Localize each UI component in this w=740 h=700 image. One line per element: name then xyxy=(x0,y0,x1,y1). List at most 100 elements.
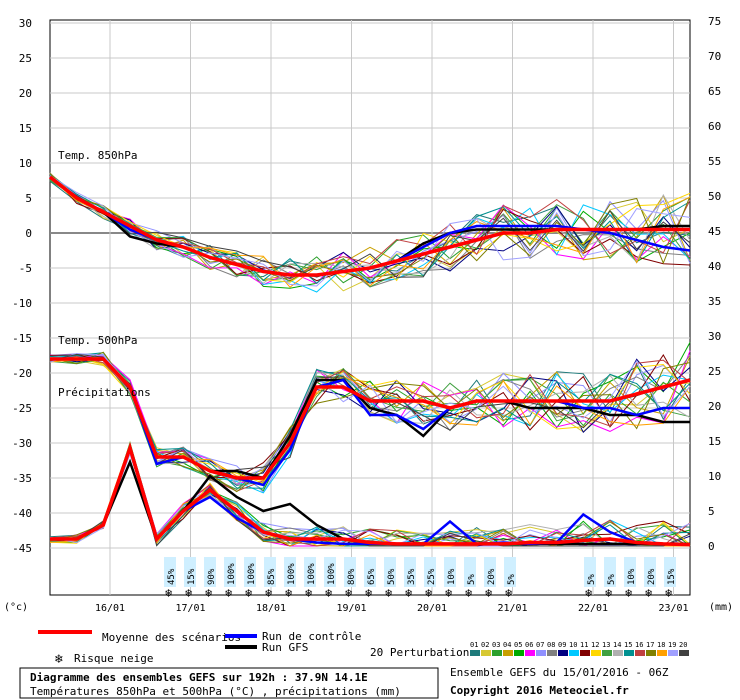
pert-swatch xyxy=(679,650,689,656)
pert-number: 09 xyxy=(558,641,566,649)
legend-pert-label: 20 Perturbations xyxy=(370,646,476,659)
snowflake-icon: ❄ xyxy=(585,586,592,600)
right-tick-label: 10 xyxy=(708,470,721,483)
pert-number: 18 xyxy=(657,641,665,649)
pert-swatch xyxy=(657,650,667,656)
snowflake-icon: ❄ xyxy=(245,586,252,600)
left-tick-label: -35 xyxy=(12,472,32,485)
snow-risk-bg xyxy=(264,557,276,587)
snow-risk-row: ❄45%❄15%❄90%❄100%❄100%❄85%❄100%❄100%❄100… xyxy=(164,557,677,600)
pert-number: 17 xyxy=(646,641,654,649)
snow-risk-label: 15% xyxy=(667,568,677,585)
pert-number: 08 xyxy=(547,641,555,649)
snow-risk-label: 35% xyxy=(407,568,417,585)
right-tick-label: 20 xyxy=(708,400,721,413)
left-tick-label: -10 xyxy=(12,297,32,310)
snowflake-icon: ❄ xyxy=(205,586,212,600)
snowflake-icon: ❄ xyxy=(165,586,172,600)
snow-risk-label: 45% xyxy=(167,568,177,585)
snowflake-icon: ❄ xyxy=(465,586,472,600)
snow-risk-label: 100% xyxy=(307,563,317,585)
right-tick-label: 25 xyxy=(708,365,721,378)
left-tick-label: 25 xyxy=(19,52,32,65)
snow-risk-bg xyxy=(484,557,496,587)
snow-risk-bg xyxy=(464,557,476,587)
snow-risk-bg xyxy=(364,557,376,587)
snow-risk-bg xyxy=(244,557,256,587)
main-lines xyxy=(48,175,691,547)
snow-risk-bg xyxy=(444,557,456,587)
snow-risk-bg xyxy=(404,557,416,587)
left-tick-label: 30 xyxy=(19,17,32,30)
pert-swatch xyxy=(591,650,601,656)
legend-snow-label: Risque neige xyxy=(74,652,153,665)
right-tick-label: 45 xyxy=(708,225,721,238)
left-tick-label: 20 xyxy=(19,87,32,100)
series-line xyxy=(48,175,690,277)
pert-swatch xyxy=(635,650,645,656)
x-tick-label: 18/01 xyxy=(256,603,286,614)
pert-swatch xyxy=(646,650,656,656)
label-t500: Temp. 500hPa xyxy=(58,334,137,347)
pert-swatch xyxy=(569,650,579,656)
snowflake-icon: ❄ xyxy=(185,586,192,600)
x-tick-label: 16/01 xyxy=(95,603,125,614)
snow-risk-label: 15% xyxy=(187,568,197,585)
pert-swatch xyxy=(580,650,590,656)
left-tick-label: -5 xyxy=(19,262,32,275)
snow-risk-bg xyxy=(324,557,336,587)
perturbation-line xyxy=(49,356,691,486)
pert-number: 02 xyxy=(481,641,489,649)
pert-number: 19 xyxy=(668,641,676,649)
x-tick-label: 21/01 xyxy=(497,603,527,614)
left-tick-label: -15 xyxy=(12,332,32,345)
x-tick-label: 17/01 xyxy=(175,603,205,614)
footer-run: Ensemble GEFS du 15/01/2016 - 06Z xyxy=(450,666,669,679)
snowflake-icon: ❄ xyxy=(605,586,612,600)
pert-swatch xyxy=(536,650,546,656)
left-tick-label: 10 xyxy=(19,157,32,170)
legend-gfs-label: Run GFS xyxy=(262,641,308,654)
pert-number: 13 xyxy=(602,641,610,649)
pert-number: 06 xyxy=(525,641,533,649)
perturbation-line xyxy=(49,177,691,289)
snow-risk-label: 20% xyxy=(647,568,657,585)
snowflake-icon: ❄ xyxy=(365,586,372,600)
snow-risk-label: 10% xyxy=(627,568,637,585)
snowflake-icon: ❄ xyxy=(665,586,672,600)
snow-risk-bg xyxy=(424,557,436,587)
snow-risk-label: 5% xyxy=(607,574,617,585)
grid xyxy=(50,20,690,595)
footer-subtitle: Températures 850hPa et 500hPa (°C) , pré… xyxy=(30,685,401,698)
snow-risk-bg xyxy=(644,557,656,587)
pert-swatch xyxy=(558,650,568,656)
perturbation-line xyxy=(49,173,691,282)
perturbation-line xyxy=(49,446,691,547)
left-axis: 30 25 20 15 10 5 0 -5 -10 -15 -20 -25 -30 -35 -40 -45 xyxy=(12,17,32,555)
right-tick-label: 0 xyxy=(708,540,715,553)
perturbation-line xyxy=(49,172,691,284)
pert-number: 20 xyxy=(679,641,687,649)
pert-number: 14 xyxy=(613,641,621,649)
pert-swatch xyxy=(514,650,524,656)
legend-control-label: Run de contrôle xyxy=(262,630,361,643)
label-t850: Temp. 850hPa xyxy=(58,149,137,162)
snow-risk-bg xyxy=(584,557,596,587)
footer-box xyxy=(19,667,439,699)
snow-risk-label: 85% xyxy=(267,568,277,585)
snow-risk-label: 5% xyxy=(507,574,517,585)
snow-risk-bg xyxy=(504,557,516,587)
snow-risk-bg xyxy=(204,557,216,587)
snowflake-icon: ❄ xyxy=(225,586,232,600)
pert-number: 01 xyxy=(470,641,478,649)
x-tick-label: 20/01 xyxy=(417,603,447,614)
pert-swatch xyxy=(525,650,535,656)
pert-swatch xyxy=(470,650,480,656)
right-tick-label: 70 xyxy=(708,50,721,63)
left-tick-label: -45 xyxy=(12,542,32,555)
snowflake-icon: ❄ xyxy=(405,586,412,600)
pert-swatch xyxy=(613,650,623,656)
snow-risk-bg xyxy=(304,557,316,587)
